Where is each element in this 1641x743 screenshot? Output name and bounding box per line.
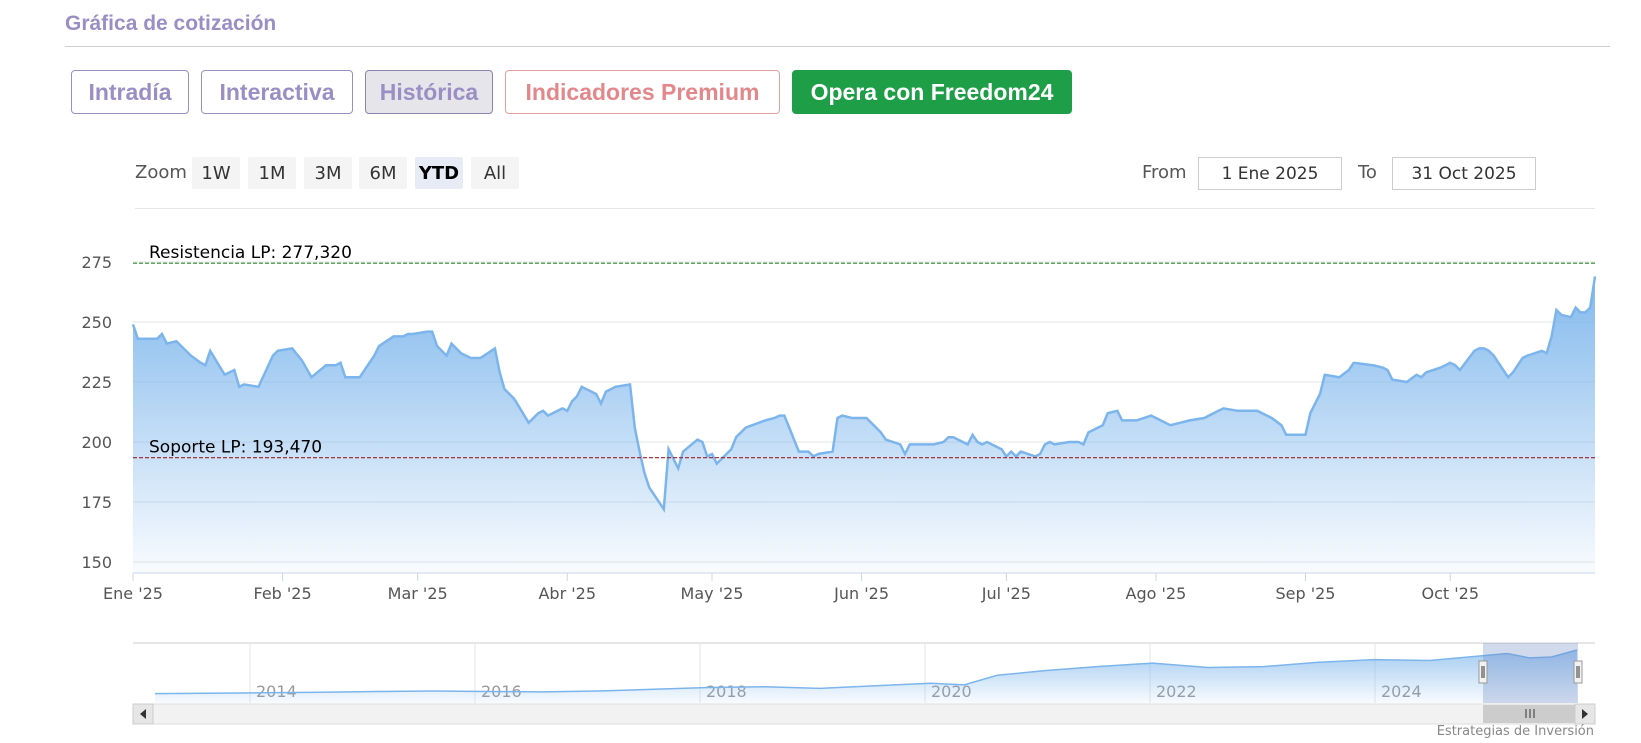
to-label: To: [1358, 162, 1377, 183]
zoom-1m-button[interactable]: 1M: [248, 157, 296, 189]
x-tick-label: Sep '25: [1275, 584, 1335, 603]
tab-indicadores-premium[interactable]: Indicadores Premium: [505, 70, 780, 114]
y-tick-label: 250: [81, 313, 112, 332]
tab-interactiva[interactable]: Interactiva: [201, 70, 353, 114]
y-tick-label: 175: [81, 493, 112, 512]
x-tick-label: Jul '25: [981, 584, 1031, 603]
scrollbar-right-arrow[interactable]: [1574, 703, 1596, 725]
tab-intradia[interactable]: Intradía: [71, 70, 189, 114]
navigator-left-handle[interactable]: [1478, 660, 1488, 684]
credit-text: Estrategias de Inversión: [1436, 724, 1594, 739]
navigator-line: [154, 649, 1578, 695]
from-date-input[interactable]: 1 Ene 2025: [1198, 157, 1342, 190]
price-line: [131, 276, 1597, 513]
navigator-right-handle[interactable]: [1573, 660, 1583, 684]
x-tick-label: Oct '25: [1421, 584, 1479, 603]
opera-freedom24-button[interactable]: Opera con Freedom24: [792, 70, 1072, 114]
x-tick-label: Ene '25: [103, 584, 163, 603]
y-tick-label: 275: [81, 253, 112, 272]
x-tick-label: May '25: [681, 584, 744, 603]
zoom-3m-button[interactable]: 3M: [304, 157, 352, 189]
section-title: Gráfica de cotización: [65, 12, 277, 35]
y-tick-label: 200: [81, 433, 112, 452]
from-label: From: [1142, 162, 1187, 183]
zoom-ytd-button[interactable]: YTD: [415, 157, 463, 189]
x-tick-label: Ago '25: [1126, 584, 1187, 603]
x-tick-label: Abr '25: [538, 584, 596, 603]
price-area: [133, 276, 1595, 573]
x-tick-label: Mar '25: [388, 584, 448, 603]
navigator-selection[interactable]: [1483, 643, 1578, 703]
zoom-label: Zoom: [135, 162, 187, 183]
resistance-label: Resistencia LP: 277,320: [149, 243, 352, 263]
y-tick-label: 225: [81, 373, 112, 392]
to-date-input[interactable]: 31 Oct 2025: [1392, 157, 1536, 190]
zoom-all-button[interactable]: All: [471, 157, 519, 189]
zoom-6m-button[interactable]: 6M: [359, 157, 407, 189]
tab-historica[interactable]: Histórica: [365, 70, 493, 114]
y-tick-label: 150: [81, 553, 112, 572]
x-tick-label: Feb '25: [253, 584, 311, 603]
navigator-area: [155, 650, 1577, 703]
support-label: Soporte LP: 193,470: [149, 438, 322, 458]
navigator-scrollbar[interactable]: [132, 703, 1596, 725]
title-divider: [65, 46, 1610, 47]
x-tick-label: Jun '25: [833, 584, 889, 603]
toolbar-divider: [135, 208, 1595, 209]
zoom-1w-button[interactable]: 1W: [192, 157, 240, 189]
scrollbar-left-arrow[interactable]: [132, 703, 154, 725]
